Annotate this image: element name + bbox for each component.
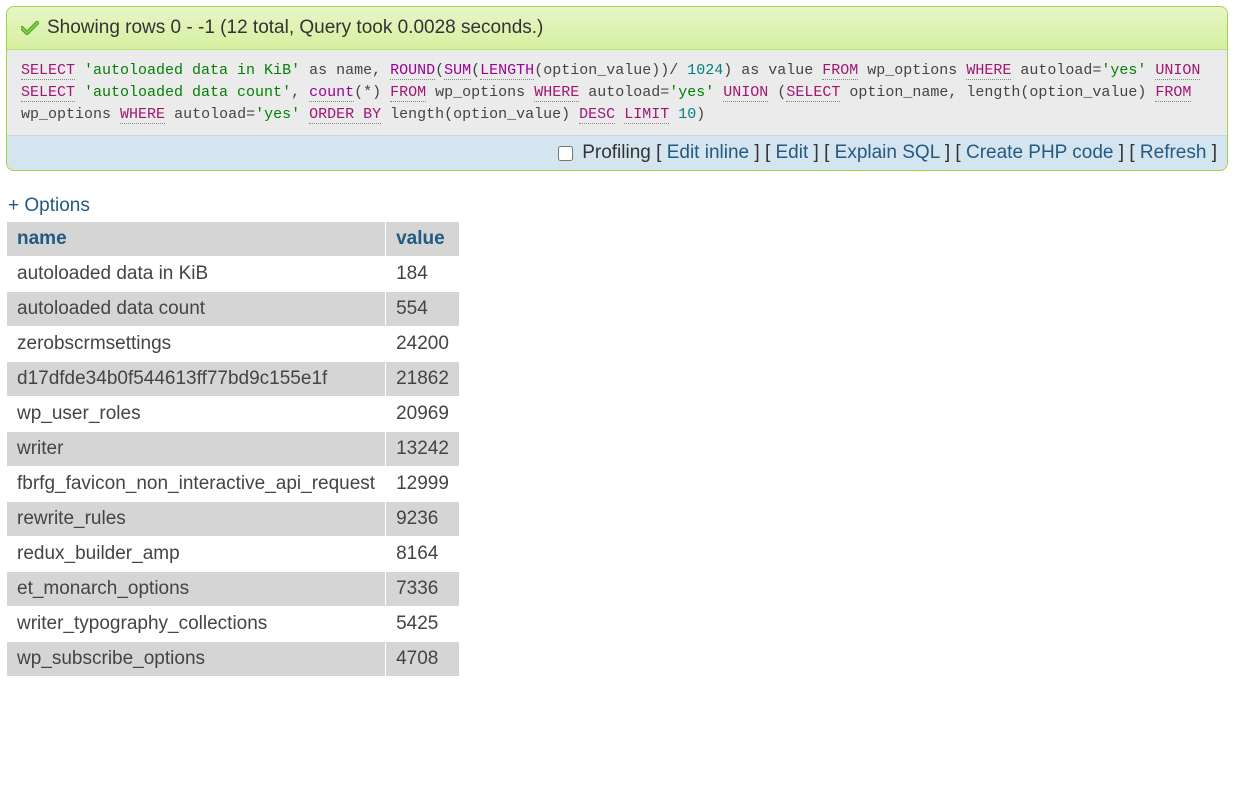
table-row: wp_subscribe_options4708	[7, 642, 460, 677]
table-cell: 21862	[386, 362, 460, 397]
sql-token-num: 10	[678, 106, 696, 123]
table-row: rewrite_rules9236	[7, 502, 460, 537]
options-toggle[interactable]: + Options	[8, 195, 90, 217]
table-cell: autoloaded data count	[7, 292, 386, 327]
sql-token-kw: UNION	[723, 84, 768, 102]
sql-token-kw: DESC	[579, 106, 615, 124]
refresh-link[interactable]: Refresh	[1140, 142, 1207, 163]
table-cell: 554	[386, 292, 460, 327]
table-row: redux_builder_amp8164	[7, 537, 460, 572]
sql-token-fn: LENGTH	[480, 62, 534, 80]
edit-inline-link[interactable]: Edit inline	[667, 142, 749, 163]
table-cell: zerobscrmsettings	[7, 327, 386, 362]
explain-sql-link[interactable]: Explain SQL	[835, 142, 940, 163]
table-cell: 9236	[386, 502, 460, 537]
table-cell: writer_typography_collections	[7, 607, 386, 642]
table-cell: 5425	[386, 607, 460, 642]
table-cell: autoloaded data in KiB	[7, 257, 386, 292]
sql-token-kw: WHERE	[120, 106, 165, 124]
table-cell: d17dfde34b0f544613ff77bd9c155e1f	[7, 362, 386, 397]
sql-token-kw: LIMIT	[624, 106, 669, 124]
sql-token-kw: WHERE	[534, 84, 579, 102]
table-cell: et_monarch_options	[7, 572, 386, 607]
sql-token-kw: SELECT	[786, 84, 840, 102]
sql-token-fn: ROUND	[390, 62, 435, 80]
check-icon	[21, 21, 39, 35]
sql-token-kw: FROM	[822, 62, 858, 80]
sql-token-fn: count	[309, 84, 354, 102]
table-row: zerobscrmsettings24200	[7, 327, 460, 362]
edit-link[interactable]: Edit	[776, 142, 809, 163]
profiling-checkbox[interactable]	[558, 146, 573, 161]
sql-token-kw: SELECT	[21, 84, 75, 102]
success-banner: Showing rows 0 - -1 (12 total, Query too…	[7, 7, 1227, 50]
table-row: d17dfde34b0f544613ff77bd9c155e1f21862	[7, 362, 460, 397]
table-row: writer_typography_collections5425	[7, 607, 460, 642]
table-row: et_monarch_options7336	[7, 572, 460, 607]
sql-query-display: SELECT 'autoloaded data in KiB' as name,…	[7, 50, 1227, 135]
sql-token-fn: SUM	[444, 62, 471, 80]
table-cell: 12999	[386, 467, 460, 502]
table-cell: redux_builder_amp	[7, 537, 386, 572]
results-tbody: autoloaded data in KiB184autoloaded data…	[7, 257, 460, 677]
profiling-label: Profiling	[582, 142, 651, 163]
column-header-name[interactable]: name	[7, 222, 386, 257]
sql-token-kw: UNION	[1155, 62, 1200, 80]
query-result-container: Showing rows 0 - -1 (12 total, Query too…	[6, 6, 1228, 171]
sql-token-kw: FROM	[1155, 84, 1191, 102]
table-cell: 7336	[386, 572, 460, 607]
sql-token-str: 'yes'	[1101, 62, 1146, 79]
table-cell: 13242	[386, 432, 460, 467]
table-cell: 24200	[386, 327, 460, 362]
sql-token-kw: SELECT	[21, 62, 75, 80]
table-row: fbrfg_favicon_non_interactive_api_reques…	[7, 467, 460, 502]
table-cell: writer	[7, 432, 386, 467]
results-table: namevalue autoloaded data in KiB184autol…	[6, 221, 460, 677]
sql-token-str: 'autoloaded data in KiB'	[84, 62, 300, 79]
table-cell: 4708	[386, 642, 460, 677]
results-thead: namevalue	[7, 222, 460, 257]
sql-token-num: 1024	[687, 62, 723, 79]
sql-token-str: 'yes'	[255, 106, 300, 123]
column-header-value[interactable]: value	[386, 222, 460, 257]
banner-message: Showing rows 0 - -1 (12 total, Query too…	[47, 17, 543, 39]
table-cell: wp_subscribe_options	[7, 642, 386, 677]
table-row: wp_user_roles20969	[7, 397, 460, 432]
table-cell: 8164	[386, 537, 460, 572]
table-cell: fbrfg_favicon_non_interactive_api_reques…	[7, 467, 386, 502]
create-php-link[interactable]: Create PHP code	[966, 142, 1114, 163]
table-row: autoloaded data count554	[7, 292, 460, 327]
sql-token-str: 'autoloaded data count'	[84, 84, 291, 101]
sql-token-str: 'yes'	[669, 84, 714, 101]
table-cell: 20969	[386, 397, 460, 432]
table-cell: 184	[386, 257, 460, 292]
table-cell: wp_user_roles	[7, 397, 386, 432]
table-row: autoloaded data in KiB184	[7, 257, 460, 292]
table-row: writer13242	[7, 432, 460, 467]
sql-token-kw: ORDER BY	[309, 106, 381, 124]
sql-token-kw: WHERE	[966, 62, 1011, 80]
table-cell: rewrite_rules	[7, 502, 386, 537]
sql-token-kw: FROM	[390, 84, 426, 102]
query-toolbar: Profiling [ Edit inline ] [ Edit ] [ Exp…	[7, 135, 1227, 170]
